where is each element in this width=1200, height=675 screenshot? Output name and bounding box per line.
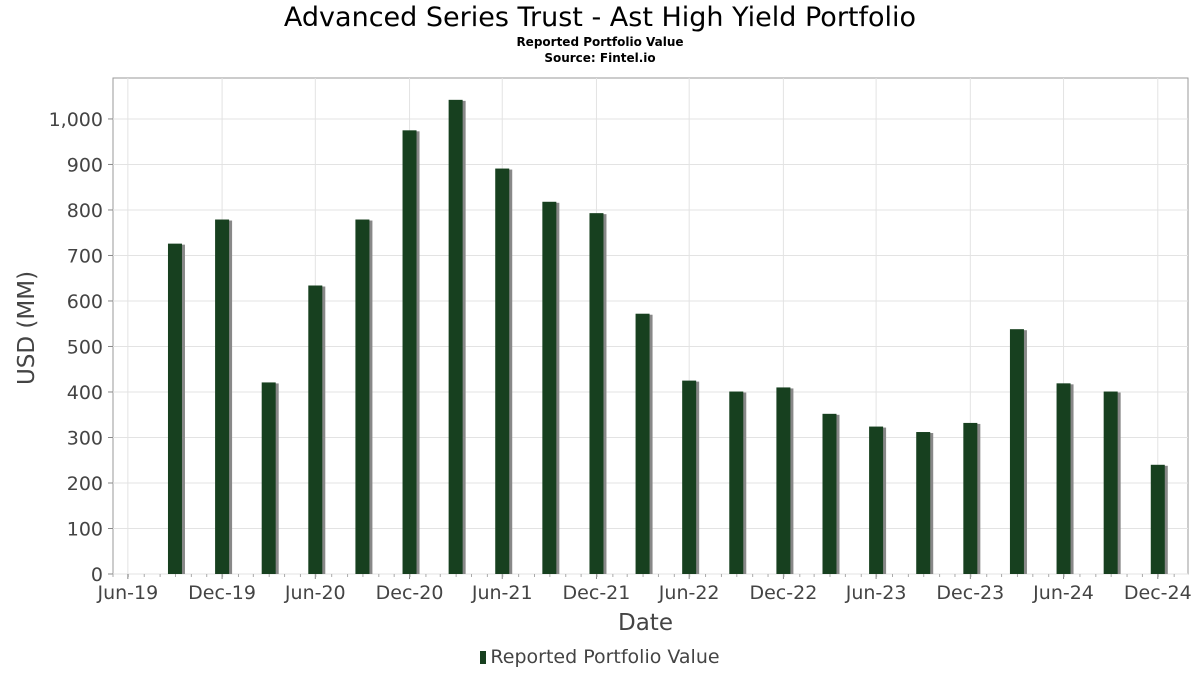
y-tick-label: 1,000 — [49, 109, 103, 131]
x-tick-label: Dec-24 — [1124, 582, 1192, 604]
bar — [261, 382, 276, 574]
y-tick-label: 600 — [67, 291, 103, 313]
bar — [916, 432, 931, 574]
chart-source: Source: Fintel.io — [544, 51, 656, 65]
bar — [448, 99, 463, 575]
bar — [776, 387, 791, 574]
x-tick-label: Dec-20 — [376, 582, 444, 604]
y-axis: 0 100 200 300 400 500 600 700 800 900 1,000 — [49, 109, 113, 586]
x-tick-label: Jun-23 — [845, 582, 907, 604]
legend-label: Reported Portfolio Value — [490, 646, 720, 668]
x-tick-label: Dec-23 — [936, 582, 1004, 604]
bar — [215, 219, 230, 574]
y-tick-label: 400 — [67, 382, 103, 404]
bar — [682, 380, 697, 574]
legend: Reported Portfolio Value — [0, 646, 1200, 668]
chart-title: Advanced Series Trust - Ast High Yield P… — [283, 2, 917, 33]
bar — [167, 243, 182, 574]
bar — [1056, 383, 1071, 574]
y-tick-label: 200 — [67, 473, 103, 495]
x-tick-label: Jun-21 — [471, 582, 533, 604]
y-axis-title: USD (MM) — [14, 271, 40, 385]
x-axis-title: Date — [618, 610, 673, 636]
y-tick-label: 0 — [91, 564, 103, 586]
y-tick-label: 500 — [67, 336, 103, 358]
x-tick-label: Jun-19 — [96, 582, 158, 604]
bar — [635, 313, 650, 574]
y-tick-label: 700 — [67, 245, 103, 267]
bar — [308, 285, 323, 574]
bar — [1009, 329, 1024, 574]
chart-subtitle: Reported Portfolio Value — [516, 35, 684, 49]
y-tick-label: 900 — [67, 154, 103, 176]
bar — [822, 413, 837, 574]
bar — [495, 168, 510, 574]
y-tick-label: 300 — [67, 427, 103, 449]
x-tick-label: Dec-22 — [749, 582, 817, 604]
x-tick-label: Dec-19 — [188, 582, 256, 604]
x-tick-label: Jun-22 — [658, 582, 720, 604]
bar — [963, 422, 978, 574]
bar — [589, 213, 604, 574]
y-tick-label: 800 — [67, 200, 103, 222]
bar — [1150, 464, 1165, 574]
y-tick-label: 100 — [67, 518, 103, 540]
bar — [542, 201, 557, 575]
x-tick-label: Jun-24 — [1032, 582, 1094, 604]
x-tick-label: Dec-21 — [563, 582, 631, 604]
x-tick-label: Jun-20 — [284, 582, 346, 604]
bar — [869, 426, 884, 574]
bar — [1103, 391, 1118, 574]
bar — [729, 391, 744, 574]
legend-swatch — [480, 651, 487, 664]
bar — [402, 130, 417, 575]
x-axis: Jun-19 Dec-19 Jun-20 Dec-20 Jun-21 Dec-21 Jun-… — [96, 574, 1192, 604]
bar — [355, 219, 370, 574]
bars — [167, 99, 1168, 575]
